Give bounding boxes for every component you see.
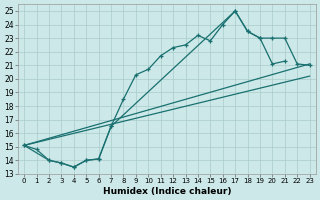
- X-axis label: Humidex (Indice chaleur): Humidex (Indice chaleur): [103, 187, 231, 196]
